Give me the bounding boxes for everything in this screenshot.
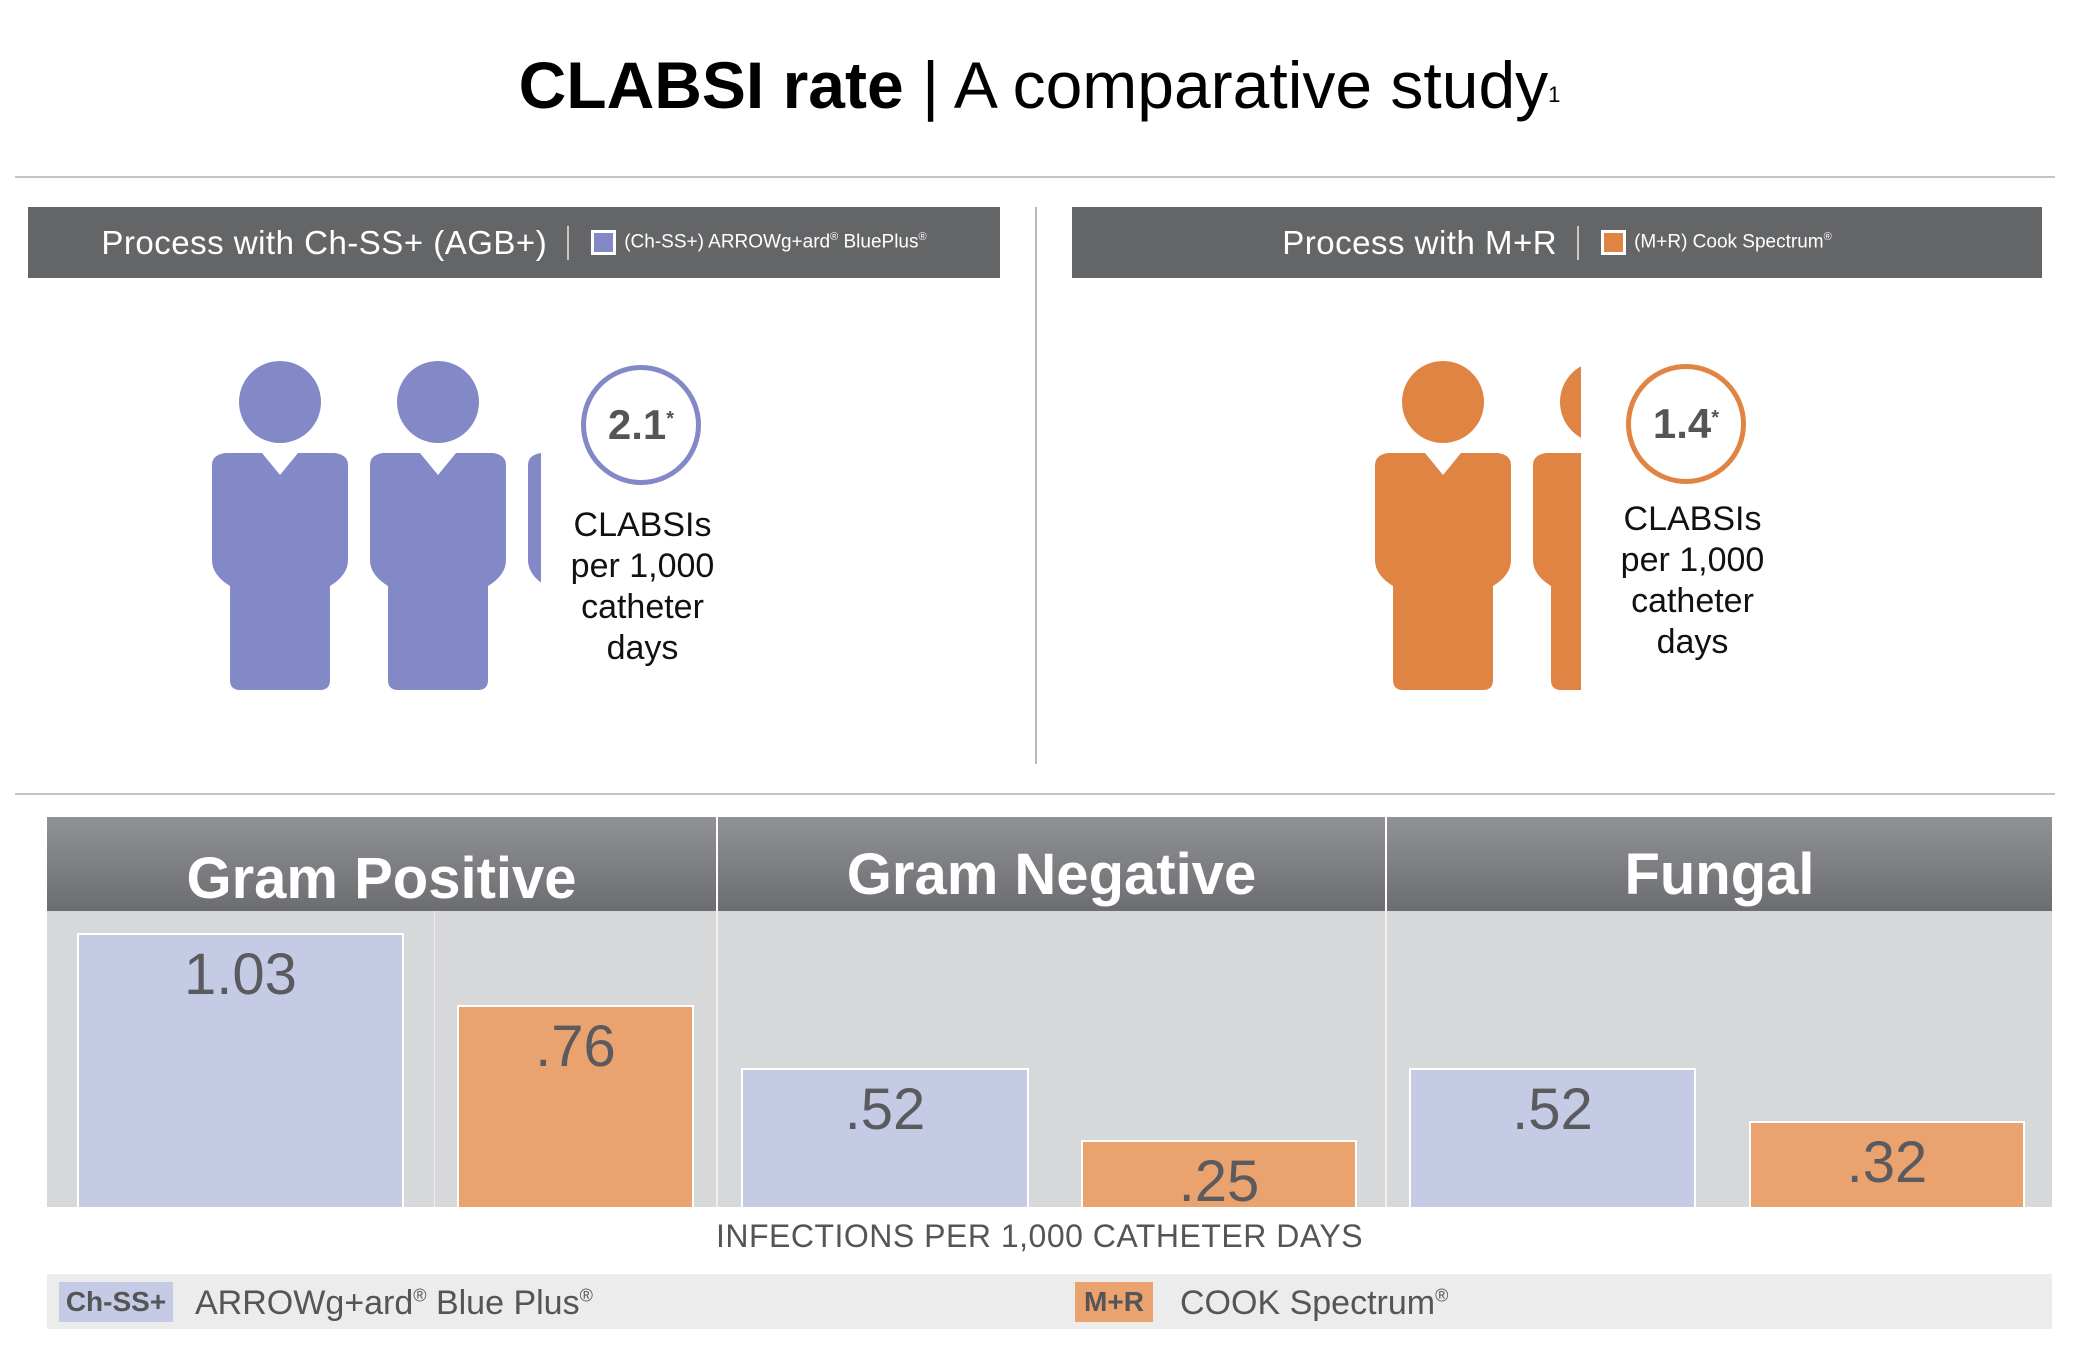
rate-label-line: days	[1656, 623, 1729, 661]
title-rest: A comparative study	[953, 48, 1549, 122]
rate-label-line: CLABSIs	[573, 506, 712, 544]
category-header: Gram Negative	[718, 817, 1385, 911]
category-label: Gram Positive	[186, 846, 577, 911]
rate-badge: 1.4 *	[1626, 364, 1746, 484]
bar-ch-ss--fungal	[1409, 1068, 1696, 1207]
rate-label-line: catheter	[581, 588, 704, 626]
legend: Ch-SS+ ARROWg+ard® Blue Plus® M+R COOK S…	[47, 1274, 2052, 1329]
person-icon	[212, 361, 348, 690]
panel-legend-text: (M+R) Cook Spectrum	[1634, 231, 1824, 253]
top-divider	[15, 176, 2055, 178]
panel-divider	[1577, 225, 1580, 260]
page-title: CLABSI rate | A comparative study1	[0, 40, 2079, 130]
panel-legend: (Ch-SS+) ARROWg+ard® BluePlus®	[624, 231, 926, 253]
bar-ch-ss--gram-positive	[77, 933, 404, 1207]
registered-mark: ®	[830, 231, 839, 244]
legend-text: COOK Spectrum	[1180, 1284, 1436, 1322]
ch-ss-swatch	[591, 230, 617, 255]
person-icon	[1533, 366, 1581, 690]
bar-divider	[434, 911, 435, 1207]
bar-chart: 1.03 .76 .52 .25 .52 .32	[77, 933, 2025, 1207]
rate-label-line: catheter	[1631, 582, 1754, 620]
rate-label-line: per 1,000	[1620, 541, 1765, 579]
legend-chip-m-r: M+R	[1075, 1282, 1153, 1322]
person-icon	[528, 453, 541, 583]
panel-header-m-r: Process with M+R (M+R) Cook Spectrum®	[1072, 207, 2042, 278]
title-bold: CLABSI rate	[518, 48, 904, 122]
m-r-swatch	[1601, 230, 1627, 255]
panel-legend-suffix: BluePlus	[838, 231, 919, 253]
rate-footnote: *	[1711, 406, 1720, 429]
category-label: Fungal	[1624, 842, 1815, 907]
middle-divider	[15, 793, 2055, 795]
bar-value-label: 1.03	[184, 942, 297, 1007]
rate-label: CLABSIs per 1,000 catheter days	[1580, 499, 1805, 663]
panel-divider	[567, 225, 570, 260]
bar-value-label: .52	[845, 1077, 926, 1142]
center-divider	[1035, 207, 1037, 764]
legend-label-m-r: COOK Spectrum®	[1180, 1284, 1448, 1323]
panel-title: Process with M+R	[1282, 223, 1558, 261]
bar-value-label: .25	[1179, 1149, 1260, 1207]
person-icon	[1375, 361, 1511, 690]
rate-label: CLABSIs per 1,000 catheter days	[530, 505, 755, 669]
category-divider	[1385, 911, 1387, 1207]
bar-m-r-gram-positive	[457, 1005, 694, 1207]
legend-text: Blue Plus	[426, 1284, 580, 1322]
title-footnote: 1	[1548, 82, 1561, 107]
rate-badge: 2.1 *	[581, 365, 701, 485]
people-icons-ch-ss	[212, 361, 541, 690]
category-header: Fungal	[1387, 817, 2052, 911]
bar-value-label: .52	[1512, 1077, 1593, 1142]
bar-m-r-fungal	[1749, 1121, 2025, 1207]
registered-mark: ®	[1435, 1285, 1449, 1306]
person-icon	[370, 361, 506, 690]
bar-m-r-gram-negative	[1081, 1140, 1357, 1207]
rate-value: 2.1	[607, 401, 667, 448]
category-divider	[716, 911, 718, 1207]
bar-value-label: .32	[1847, 1130, 1928, 1195]
panel-legend-text: (Ch-SS+) ARROWg+ard	[624, 231, 831, 253]
panel-header-ch-ss: Process with Ch-SS+ (AGB+) (Ch-SS+) ARRO…	[28, 207, 1000, 278]
category-header: Gram Positive	[47, 817, 716, 911]
rate-footnote: *	[666, 407, 675, 430]
people-icons-m-r	[1375, 361, 1581, 690]
legend-chip-ch-ss: Ch-SS+	[59, 1282, 173, 1322]
category-label: Gram Negative	[846, 842, 1257, 907]
registered-mark: ®	[413, 1285, 427, 1306]
bar-value-label: .76	[535, 1014, 616, 1079]
legend-text: ARROWg+ard	[195, 1284, 414, 1322]
rate-value: 1.4	[1652, 400, 1712, 447]
legend-label-ch-ss: ARROWg+ard® Blue Plus®	[195, 1284, 593, 1323]
registered-mark: ®	[1823, 231, 1832, 244]
registered-mark: ®	[918, 231, 927, 244]
rate-label-line: CLABSIs	[1623, 500, 1762, 538]
x-axis-label: INFECTIONS PER 1,000 CATHETER DAYS	[715, 1218, 1364, 1254]
registered-mark: ®	[579, 1285, 593, 1306]
bar-ch-ss--gram-negative	[741, 1068, 1029, 1207]
rate-label-line: days	[606, 629, 679, 667]
panel-title: Process with Ch-SS+ (AGB+)	[101, 223, 548, 261]
panel-legend: (M+R) Cook Spectrum®	[1634, 231, 1832, 253]
rate-label-line: per 1,000	[570, 547, 715, 585]
title-separator: |	[903, 48, 954, 122]
